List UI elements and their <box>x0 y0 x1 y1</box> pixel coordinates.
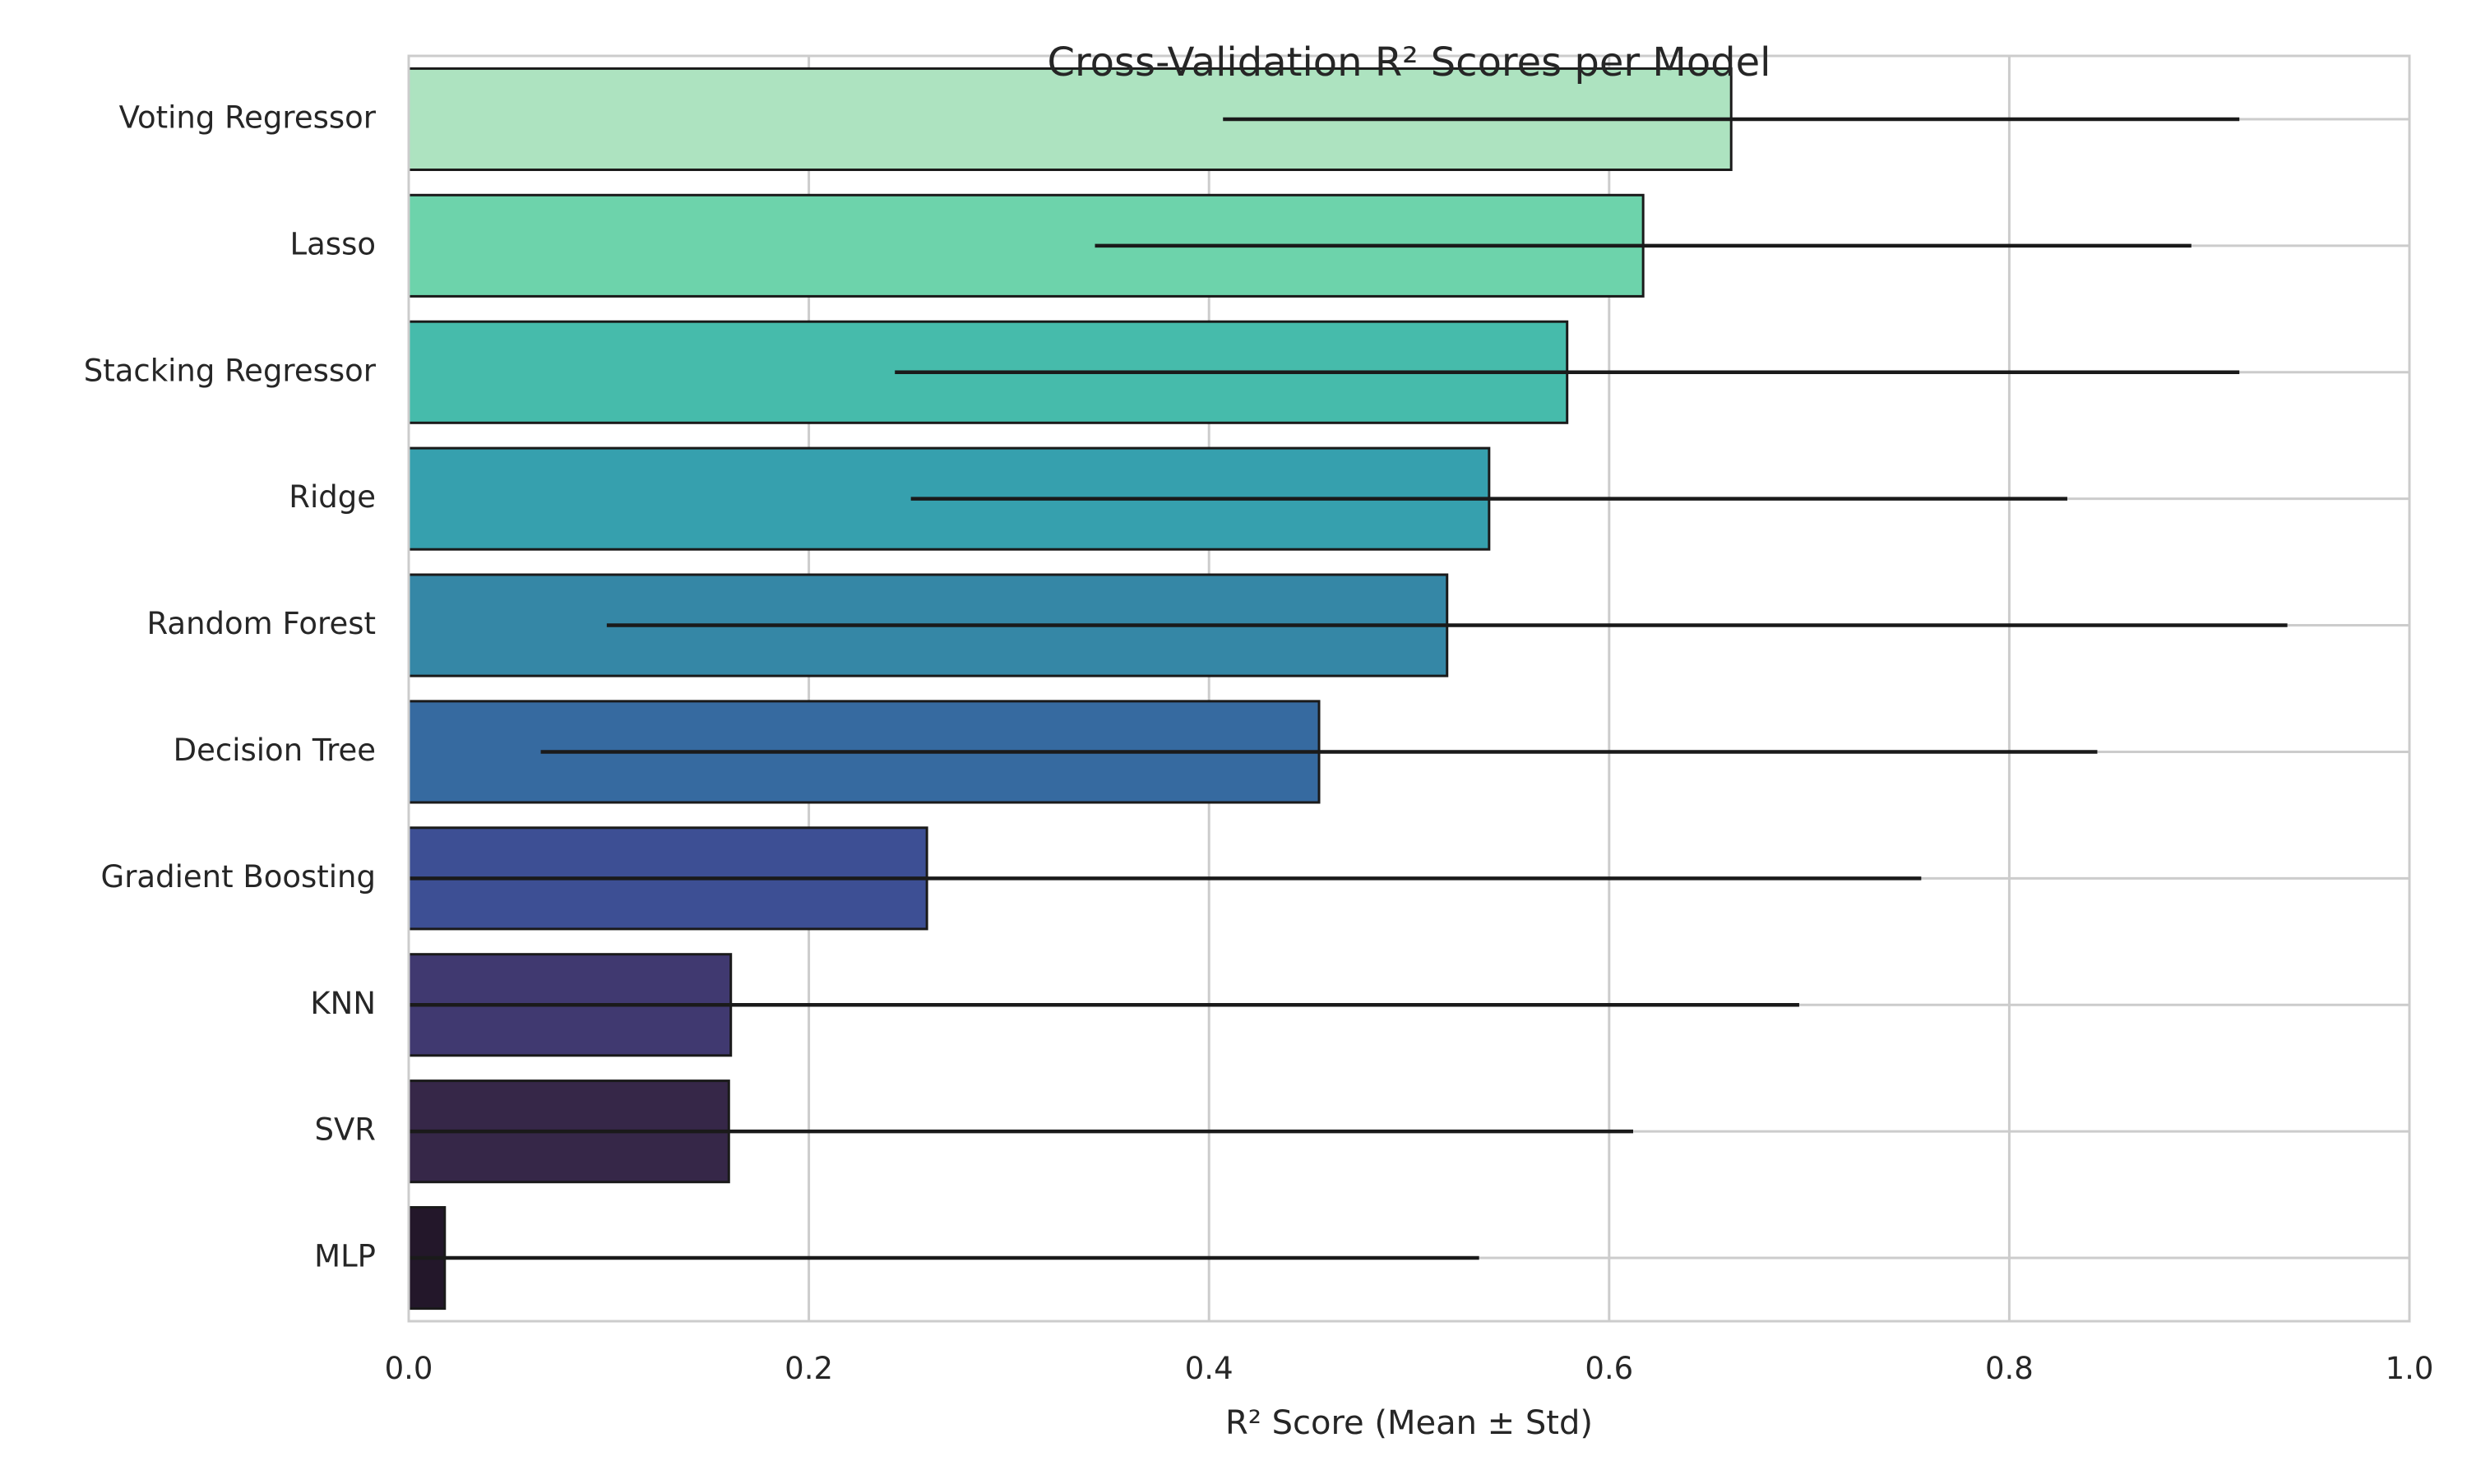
y-tick-label: Stacking Regressor <box>84 353 377 388</box>
x-tick-label: 0.8 <box>1985 1351 2034 1386</box>
y-tick-label: MLP <box>314 1239 376 1274</box>
y-tick-label: Decision Tree <box>174 733 376 768</box>
x-tick-label: 0.0 <box>385 1351 433 1386</box>
x-axis-label: R² Score (Mean ± Std) <box>1225 1404 1593 1442</box>
y-tick-label: Voting Regressor <box>119 99 377 135</box>
y-tick-label: SVR <box>314 1112 376 1148</box>
x-tick-label: 1.0 <box>2386 1351 2434 1386</box>
y-tick-label: KNN <box>310 986 376 1021</box>
plot-frame <box>407 54 2411 1323</box>
x-tick-label: 0.6 <box>1585 1351 1633 1386</box>
x-tick-labels: 0.0 0.2 0.4 0.6 0.8 1.0 <box>385 1351 2434 1386</box>
x-tick-label: 0.4 <box>1185 1351 1234 1386</box>
y-tick-label: Random Forest <box>147 606 377 641</box>
chart-title: Cross-Validation R² Scores per Model <box>1047 39 1770 86</box>
y-tick-label: Gradient Boosting <box>101 859 376 895</box>
y-tick-labels: Voting Regressor Lasso Stacking Regressor R… <box>84 99 377 1274</box>
y-tick-label: Ridge <box>289 479 376 515</box>
x-tick-label: 0.2 <box>785 1351 833 1386</box>
error-bar-layer <box>409 117 2288 1260</box>
y-tick-label: Lasso <box>290 226 376 261</box>
